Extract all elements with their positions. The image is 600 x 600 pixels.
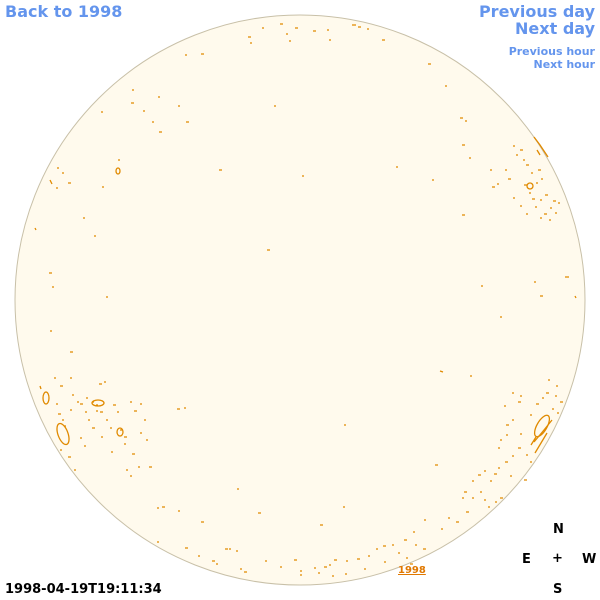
solar-disk [14, 14, 586, 586]
next-day-link[interactable]: Next day [515, 19, 595, 38]
back-to-year-link[interactable]: Back to 1998 [5, 2, 123, 21]
compass-west-label: W [582, 552, 597, 567]
year-marker-link[interactable]: 1998 [398, 565, 426, 576]
next-hour-link[interactable]: Next hour [533, 58, 596, 71]
observation-timestamp: 1998-04-19T19:11:34 [5, 582, 162, 597]
compass-east-label: E [522, 552, 531, 567]
previous-day-link[interactable]: Previous day [478, 2, 595, 21]
compass-center-icon: + [552, 551, 563, 566]
compass-north-label: N [553, 522, 564, 537]
magnetic-contours [34, 23, 577, 577]
compass-south-label: S [553, 582, 563, 597]
previous-hour-link[interactable]: Previous hour [508, 45, 595, 58]
